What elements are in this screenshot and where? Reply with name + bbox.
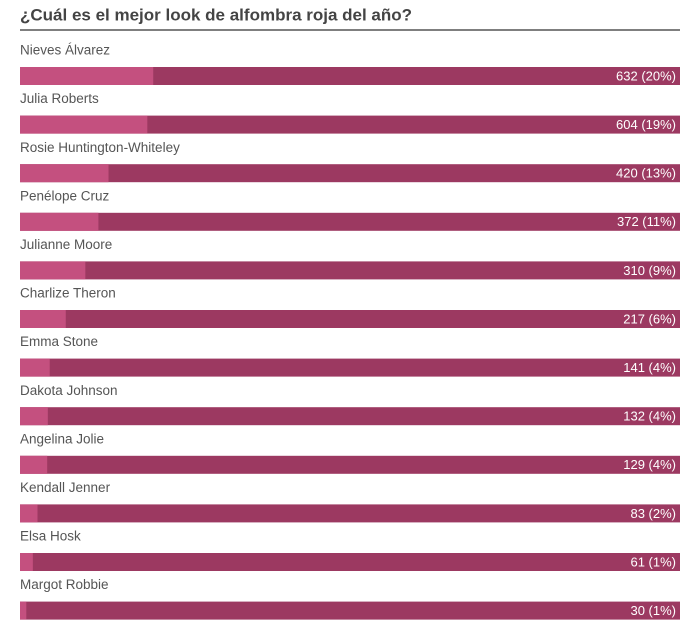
bar-track <box>20 601 680 620</box>
option-label: Elsa Hosk <box>20 529 81 544</box>
value-label: 217 (6%) <box>623 311 676 326</box>
option-label: Penélope Cruz <box>20 188 110 203</box>
value-label: 420 (13%) <box>616 166 676 181</box>
bar-track <box>20 358 680 377</box>
option-label: Charlize Theron <box>20 286 116 301</box>
bar-track <box>20 553 680 571</box>
value-label: 141 (4%) <box>623 360 676 375</box>
bar <box>20 358 50 377</box>
bar-track <box>20 261 680 280</box>
option-label: Julia Roberts <box>20 91 99 106</box>
value-label: 61 (1%) <box>630 554 676 569</box>
bar-track <box>20 115 680 134</box>
option-label: Margot Robbie <box>20 577 109 592</box>
bar-track <box>20 67 680 85</box>
bar <box>20 164 109 183</box>
value-label: 604 (19%) <box>616 117 676 132</box>
option-label: Dakota Johnson <box>20 383 118 398</box>
bar <box>20 261 86 280</box>
option-label: Angelina Jolie <box>20 431 104 446</box>
bar-track <box>20 407 680 426</box>
bar <box>20 455 48 474</box>
bar-track <box>20 164 680 183</box>
bar-track <box>20 212 680 231</box>
bar <box>20 407 48 426</box>
bar <box>20 212 99 231</box>
value-label: 83 (2%) <box>630 506 676 521</box>
value-label: 132 (4%) <box>623 409 676 424</box>
value-label: 30 (1%) <box>630 603 676 618</box>
bar <box>20 504 38 523</box>
bar <box>20 553 33 571</box>
value-label: 372 (11%) <box>617 214 676 229</box>
bar <box>20 310 66 328</box>
poll-title: ¿Cuál es el mejor look de alfombra roja … <box>20 5 412 24</box>
bar-track <box>20 455 680 474</box>
value-label: 129 (4%) <box>623 457 676 472</box>
bar-track <box>20 310 680 328</box>
value-label: 632 (20%) <box>616 68 676 83</box>
option-label: Rosie Huntington-Whiteley <box>20 140 180 155</box>
bar-track <box>20 504 680 523</box>
option-label: Emma Stone <box>20 334 98 349</box>
value-label: 310 (9%) <box>623 263 676 278</box>
bar <box>20 115 148 134</box>
bar <box>20 601 27 620</box>
option-label: Nieves Álvarez <box>20 43 110 58</box>
option-label: Kendall Jenner <box>20 480 111 495</box>
option-label: Julianne Moore <box>20 237 112 252</box>
bar <box>20 67 154 85</box>
